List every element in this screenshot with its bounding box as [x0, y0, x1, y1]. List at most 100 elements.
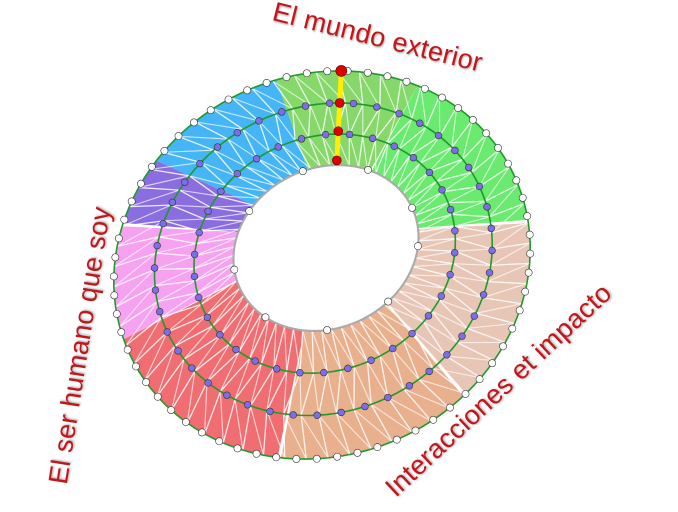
edge-node — [233, 444, 242, 453]
edge-node — [153, 392, 162, 401]
inner-node — [416, 119, 424, 127]
spoke-line — [423, 321, 458, 344]
spoke-line — [362, 107, 381, 137]
inner-node — [155, 307, 164, 316]
spoke-line — [294, 140, 321, 168]
edge-node — [167, 406, 175, 414]
spoke-line — [307, 136, 322, 167]
spoke-line — [116, 220, 165, 247]
edge-node — [245, 207, 254, 216]
inner-node — [232, 345, 240, 354]
inner-node — [475, 182, 484, 191]
spoke-line — [249, 405, 265, 456]
spoke-line — [403, 282, 446, 289]
spoke-line — [396, 162, 421, 188]
spoke-line — [234, 358, 251, 400]
spoke-line — [210, 206, 249, 214]
spoke-line — [200, 161, 227, 186]
edge-node — [408, 203, 416, 212]
edge-node — [461, 390, 470, 398]
spoke-line — [376, 310, 415, 333]
spoke-line — [161, 303, 202, 318]
spoke-line — [212, 108, 244, 130]
spoke-line — [490, 262, 530, 266]
edge-node — [198, 428, 206, 437]
inner-node — [446, 271, 454, 279]
spoke-line — [475, 312, 515, 325]
spoke-line — [283, 413, 286, 459]
inner-node — [233, 169, 241, 178]
spoke-line — [115, 269, 155, 308]
inner-node — [409, 153, 418, 162]
spoke-line — [179, 189, 218, 197]
spoke-line — [260, 322, 277, 365]
spoke-line — [452, 263, 491, 266]
spoke-line — [186, 371, 196, 424]
path-node — [334, 98, 345, 108]
spoke-line — [318, 414, 351, 455]
spoke-line — [359, 320, 381, 357]
spoke-line — [256, 157, 284, 181]
spoke-line — [462, 119, 474, 160]
inner-node — [159, 219, 167, 228]
spoke-line — [294, 140, 312, 170]
edge-node — [262, 78, 271, 87]
spoke-line — [217, 195, 261, 199]
spoke-line — [418, 225, 455, 233]
spoke-line — [194, 343, 230, 372]
spoke-line — [454, 225, 492, 234]
spoke-line — [419, 146, 453, 164]
spoke-line — [408, 274, 450, 277]
spoke-line — [368, 315, 404, 342]
spoke-line — [416, 202, 449, 225]
spoke-line — [114, 236, 160, 268]
spoke-line — [413, 331, 447, 357]
edge-node — [206, 106, 215, 115]
inner-node — [349, 99, 358, 108]
edge-node — [224, 95, 233, 104]
spoke-line — [154, 255, 195, 270]
edge-node — [323, 326, 331, 334]
spoke-line — [454, 250, 492, 266]
edge-node — [499, 342, 508, 351]
spoke-line — [418, 238, 456, 242]
edge-node — [292, 455, 301, 463]
spoke-line — [149, 168, 190, 177]
spoke-line — [205, 279, 238, 316]
edge-node — [383, 72, 392, 81]
spoke-line — [183, 334, 221, 360]
edge-node — [302, 69, 311, 78]
inner-node — [289, 411, 297, 419]
spoke-line — [387, 118, 413, 144]
edge-node — [524, 268, 533, 277]
path-node — [335, 65, 348, 77]
spoke-line — [407, 171, 430, 201]
inner-node — [223, 391, 231, 399]
spoke-line — [292, 108, 296, 141]
inner-node — [451, 146, 459, 155]
spoke-line — [484, 166, 511, 202]
edge-node — [392, 435, 401, 444]
spoke-line — [370, 404, 393, 442]
inner-node — [297, 135, 306, 143]
spoke-line — [299, 372, 302, 416]
edge-node — [147, 162, 156, 171]
spoke-line — [420, 86, 427, 128]
edge-node — [132, 362, 140, 371]
edge-node — [298, 167, 307, 176]
edge-node — [272, 453, 281, 462]
spoke-line — [174, 315, 207, 347]
spoke-line — [196, 237, 237, 245]
inner-node — [458, 332, 466, 340]
inner-node — [451, 227, 459, 235]
spoke-line — [204, 381, 208, 434]
spoke-line — [411, 180, 437, 209]
spoke-line — [300, 415, 307, 460]
spoke-line — [186, 381, 208, 424]
spoke-line — [491, 222, 529, 234]
spoke-line — [273, 323, 277, 369]
spoke-line — [163, 151, 202, 164]
inner-node — [470, 312, 479, 320]
edge-node — [488, 359, 497, 368]
